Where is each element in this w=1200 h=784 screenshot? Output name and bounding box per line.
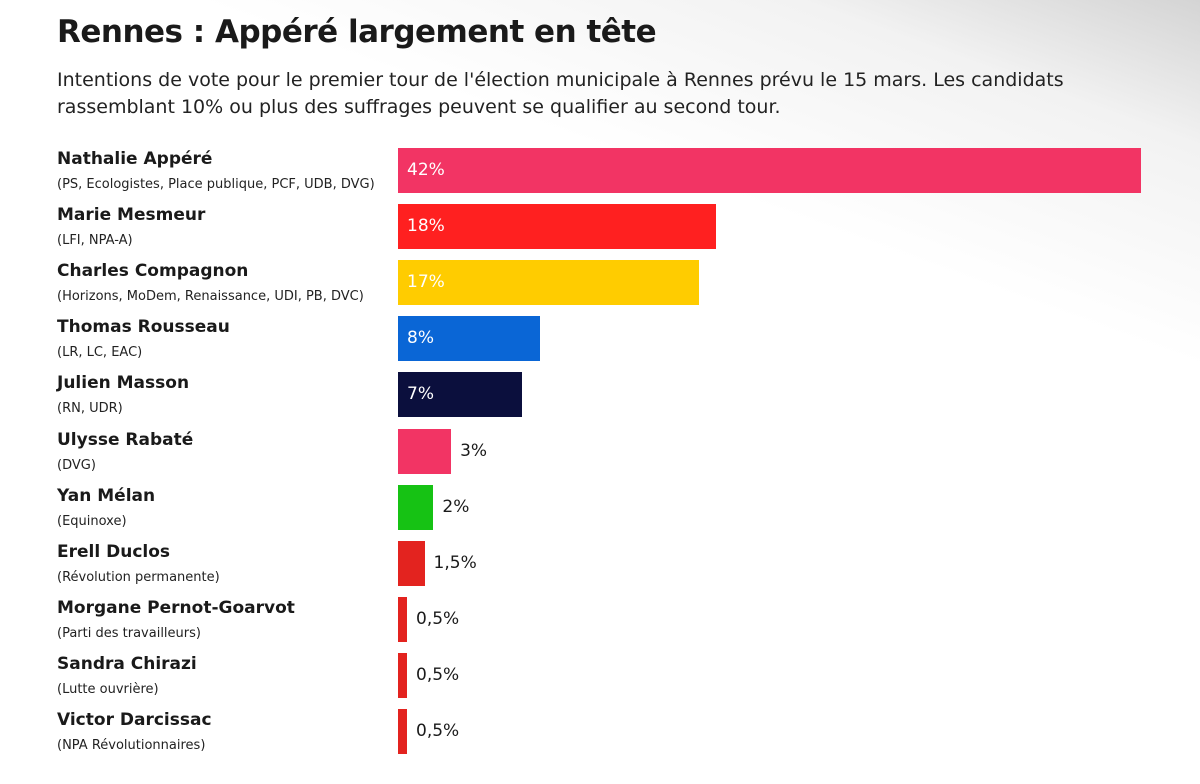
candidate-party: (LFI, NPA-A) bbox=[57, 233, 133, 249]
data-label: 42% bbox=[407, 160, 445, 180]
data-label: 7% bbox=[407, 384, 434, 405]
data-label: 2% bbox=[442, 496, 470, 517]
bar bbox=[398, 204, 717, 250]
chart-title: Rennes : Appéré largement en tête bbox=[57, 14, 657, 50]
bar bbox=[398, 596, 407, 642]
data-label: 0,5% bbox=[416, 664, 460, 685]
candidate-name: Erell Duclos bbox=[57, 541, 171, 562]
data-label: 17% bbox=[407, 272, 445, 293]
bar bbox=[398, 709, 407, 754]
candidate-party: (LR, LC, EAC) bbox=[57, 345, 143, 361]
bar bbox=[398, 540, 425, 586]
candidate-name: Morgane Pernot-Goarvot bbox=[57, 597, 295, 618]
candidate-party: (RN, UDR) bbox=[57, 401, 123, 417]
bar bbox=[398, 652, 407, 698]
candidate-party: (Révolution permanente) bbox=[57, 569, 220, 585]
candidate-party: (Lutte ouvrière) bbox=[57, 681, 159, 697]
candidate-name: Charles Compagnon bbox=[57, 261, 249, 282]
bar bbox=[398, 260, 699, 306]
candidate-name: Sandra Chirazi bbox=[57, 653, 197, 674]
chart-subtitle: Intentions de vote pour le premier tour … bbox=[57, 69, 1064, 118]
data-label: 0,5% bbox=[416, 608, 460, 629]
candidate-name: Ulysse Rabaté bbox=[57, 429, 194, 450]
candidate-party: (Parti des travailleurs) bbox=[57, 625, 201, 641]
data-label: 18% bbox=[407, 216, 445, 237]
data-label: 3% bbox=[460, 440, 488, 461]
candidate-name: Thomas Rousseau bbox=[57, 317, 230, 338]
bar bbox=[398, 372, 522, 418]
candidate-party: (PS, Ecologistes, Place publique, PCF, U… bbox=[57, 177, 375, 192]
bar bbox=[398, 428, 452, 474]
data-label: 0,5% bbox=[416, 721, 460, 741]
candidate-party: (DVG) bbox=[57, 457, 96, 473]
candidate-name: Yan Mélan bbox=[57, 485, 156, 506]
data-label: 1,5% bbox=[433, 552, 477, 573]
candidate-name: Nathalie Appéré bbox=[57, 149, 213, 169]
data-label: 8% bbox=[407, 328, 434, 349]
candidate-party: (Horizons, MoDem, Renaissance, UDI, PB, … bbox=[57, 289, 364, 305]
bar bbox=[398, 316, 540, 362]
candidate-name: Marie Mesmeur bbox=[57, 205, 206, 226]
candidate-party: (NPA Révolutionnaires) bbox=[57, 738, 206, 753]
bar bbox=[398, 484, 434, 530]
candidate-name: Victor Darcissac bbox=[57, 710, 212, 730]
candidate-party: (Equinoxe) bbox=[57, 513, 127, 529]
bar bbox=[398, 148, 1141, 193]
candidate-name: Julien Masson bbox=[57, 373, 190, 394]
